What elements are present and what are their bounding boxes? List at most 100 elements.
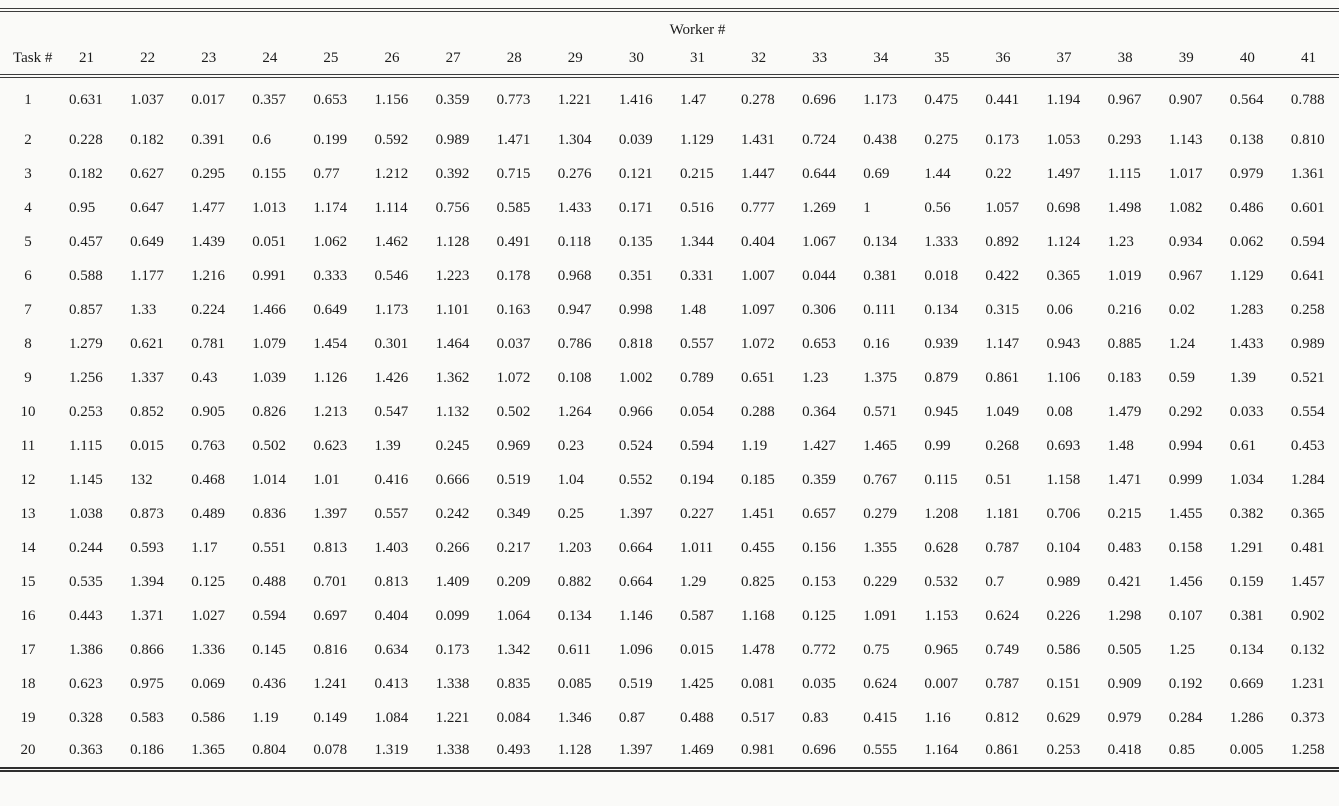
value-cell: 0.583	[130, 709, 164, 726]
table-row: 11 1.115 0.015 0.763 0.502 0.623 1.39 0.245 0.96…	[0, 429, 1339, 463]
value-cell: 0.276	[557, 165, 592, 182]
value-cell: 1.283	[1229, 301, 1264, 318]
value-cell: 1.338	[435, 675, 470, 692]
value-cell: 0.781	[191, 335, 225, 352]
worker-column-header: 38	[1094, 42, 1156, 78]
table-row: 17 1.386 0.866 1.336 0.145 0.816 0.634 0.173 1.3…	[0, 633, 1339, 667]
task-number-cell: 20	[20, 742, 36, 759]
value-cell: 0.836	[252, 505, 287, 522]
value-cell: 1.304	[557, 131, 592, 148]
value-cell: 1.153	[924, 607, 959, 624]
value-cell: 0.905	[191, 403, 225, 420]
task-number-cell: 10	[20, 403, 36, 420]
value-cell: 0.134	[863, 233, 897, 250]
value-cell: 1.062	[313, 233, 348, 250]
value-cell: 1.019	[1107, 267, 1142, 284]
worker-column-header: 26	[361, 42, 423, 78]
value-cell: 0.268	[985, 437, 1020, 454]
value-cell: 0.564	[1229, 92, 1264, 108]
table-row: 19 0.328 0.583 0.586 1.19 0.149 1.084 1.221 0.08…	[0, 701, 1339, 735]
worker-group-header: Worker #	[669, 22, 726, 38]
value-cell: 0.519	[618, 675, 653, 692]
value-cell: 0.787	[985, 539, 1020, 556]
value-cell: 0.979	[1229, 165, 1264, 182]
value-cell: 0.519	[496, 471, 531, 488]
value-cell: 1.371	[130, 607, 164, 624]
worker-column-header: 27	[422, 42, 484, 78]
value-cell: 0.015	[679, 641, 714, 658]
value-cell: 0.081	[741, 675, 775, 692]
value-cell: 0.275	[924, 131, 959, 148]
value-cell: 1.361	[1290, 165, 1325, 182]
value-cell: 0.786	[557, 335, 592, 352]
value-cell: 0.587	[679, 607, 714, 624]
value-cell: 1.447	[741, 165, 775, 182]
value-cell: 0.292	[1168, 403, 1203, 420]
value-cell: 0.037	[496, 335, 531, 352]
value-cell: 0.051	[252, 233, 287, 250]
value-cell: 0.351	[618, 267, 653, 284]
value-cell: 0.706	[1046, 505, 1081, 522]
value-cell: 0.857	[69, 301, 103, 318]
value-cell: 0.657	[802, 505, 836, 522]
value-cell: 1.471	[496, 131, 531, 148]
worker-column-header: 34	[850, 42, 912, 78]
value-cell: 1.337	[130, 369, 164, 386]
table-row: 14 0.244 0.593 1.17 0.551 0.813 1.403 0.266 0.21…	[0, 531, 1339, 565]
value-cell: 0.804	[252, 742, 287, 759]
table-row: 16 0.443 1.371 1.027 0.594 0.697 0.404 0.099 1.0…	[0, 599, 1339, 633]
value-cell: 0.418	[1107, 742, 1142, 759]
value-cell: 1.24	[1168, 335, 1195, 352]
value-cell: 1.23	[802, 369, 829, 386]
value-cell: 0.969	[496, 437, 531, 454]
value-cell: 1.053	[1046, 131, 1081, 148]
value-cell: 0.724	[802, 131, 836, 148]
value-cell: 0.879	[924, 369, 959, 386]
value-cell: 1.23	[1107, 233, 1134, 250]
worker-task-table: Worker # Task # 21 22 23 24 25 26 27 28 29 30 31 32…	[0, 8, 1339, 772]
worker-column-header: 23	[178, 42, 240, 78]
value-cell: 0.23	[557, 437, 584, 454]
value-cell: 0.422	[985, 267, 1020, 284]
task-column-header: Task #	[0, 42, 56, 78]
value-cell: 0.902	[1290, 607, 1325, 624]
value-cell: 0.813	[313, 539, 348, 556]
value-cell: 1.465	[863, 437, 897, 454]
value-cell: 1.29	[679, 573, 707, 590]
value-cell: 0.885	[1107, 335, 1142, 352]
value-cell: 0.552	[618, 471, 653, 488]
value-cell: 0.155	[252, 165, 287, 182]
value-cell: 0.586	[191, 709, 225, 726]
value-cell: 0.85	[1168, 742, 1195, 759]
value-cell: 1.451	[741, 505, 775, 522]
value-cell: 1.128	[435, 233, 470, 250]
value-cell: 0.488	[252, 573, 287, 590]
value-cell: 1.469	[679, 742, 714, 759]
value-cell: 0.644	[802, 165, 836, 182]
value-cell: 0.521	[1290, 369, 1325, 386]
value-cell: 1.397	[618, 505, 653, 522]
value-cell: 0.788	[1290, 92, 1325, 108]
value-cell: 1.04	[557, 471, 584, 488]
value-cell: 0.701	[313, 573, 348, 590]
value-cell: 0.981	[741, 742, 775, 759]
value-cell: 0.69	[863, 165, 890, 182]
value-cell: 0.810	[1290, 131, 1325, 148]
value-cell: 0.015	[130, 437, 164, 454]
value-cell: 0.381	[1229, 607, 1264, 624]
value-cell: 1.203	[557, 539, 592, 556]
value-cell: 1.096	[618, 641, 653, 658]
value-cell: 1	[863, 199, 871, 216]
value-cell: 1.034	[1229, 471, 1264, 488]
value-cell: 1.433	[557, 199, 592, 216]
value-cell: 0.363	[69, 742, 103, 759]
value-cell: 0.631	[69, 92, 103, 108]
value-cell: 1.181	[985, 505, 1020, 522]
value-cell: 0.245	[435, 437, 470, 454]
value-cell: 0.08	[1046, 403, 1073, 420]
value-cell: 0.132	[1290, 641, 1325, 658]
value-cell: 0.178	[496, 267, 531, 284]
value-cell: 0.551	[252, 539, 287, 556]
value-cell: 0.967	[1168, 267, 1203, 284]
value-cell: 1.47	[679, 92, 707, 108]
